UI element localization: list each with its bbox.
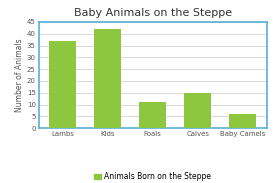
Legend: Animals Born on the Steppe: Animals Born on the Steppe xyxy=(94,172,211,181)
Bar xyxy=(139,102,166,128)
Title: Baby Animals on the Steppe: Baby Animals on the Steppe xyxy=(74,8,232,18)
Bar xyxy=(229,114,256,128)
Bar xyxy=(184,93,211,128)
Y-axis label: Number of Animals: Number of Animals xyxy=(15,38,24,112)
Bar xyxy=(94,29,121,128)
Bar xyxy=(49,41,76,128)
